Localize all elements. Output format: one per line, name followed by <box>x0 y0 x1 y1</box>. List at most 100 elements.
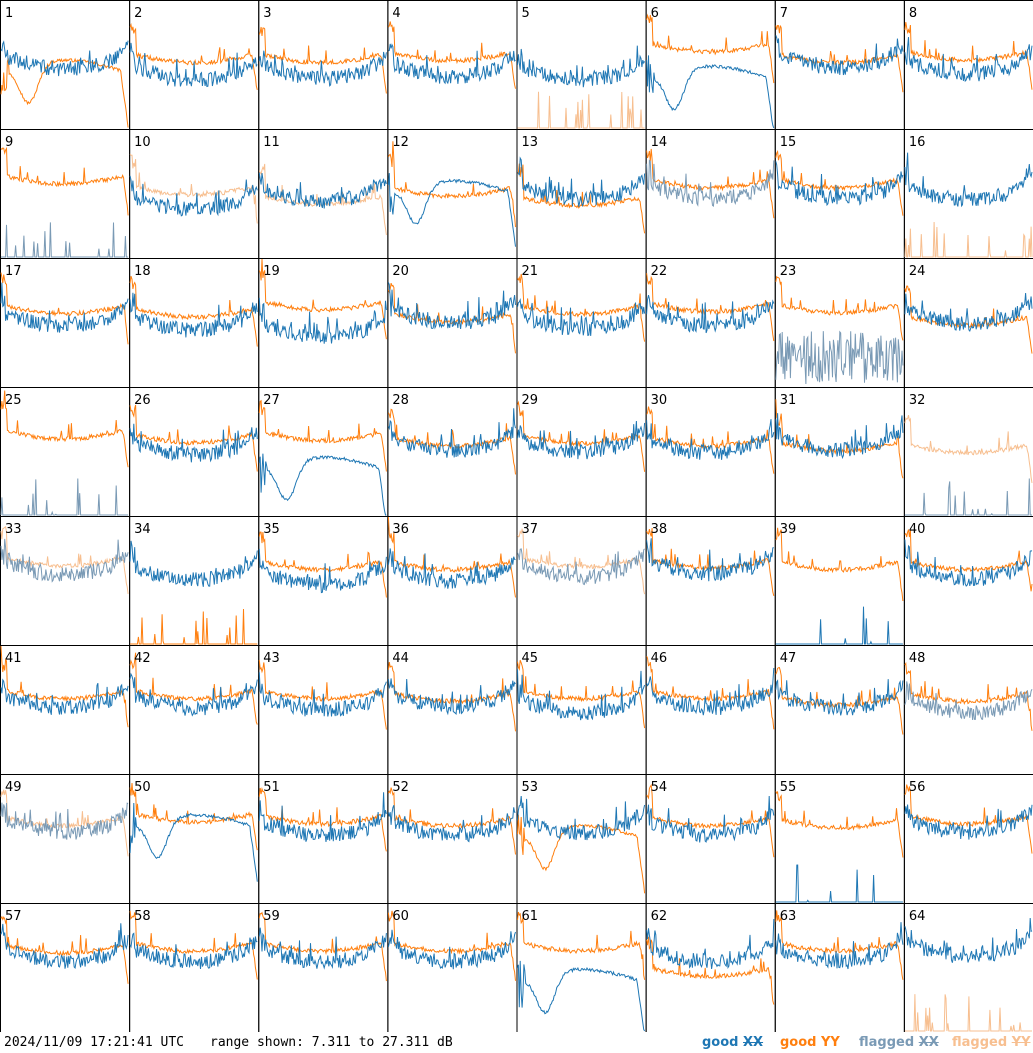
panel-label: 32 <box>909 393 926 408</box>
series-xx-good <box>0 923 129 969</box>
legend-pol: XX <box>918 1035 939 1050</box>
panel-40: 40 <box>903 516 1033 646</box>
panel-24: 24 <box>903 258 1033 388</box>
panel-36: 36 <box>387 516 518 646</box>
series-yy-good <box>646 783 775 858</box>
series-xx-good <box>258 672 387 717</box>
series-xx-good <box>517 45 646 88</box>
series-xx-good <box>258 548 387 594</box>
series-xx-good <box>775 922 904 970</box>
panel-47: 47 <box>774 645 905 775</box>
series-xx-good <box>387 805 516 843</box>
panel-35: 35 <box>258 516 389 646</box>
panel-label: 43 <box>263 651 280 666</box>
series-yy-good <box>646 273 775 342</box>
legend-prefix: good <box>780 1035 817 1050</box>
panel-25: 25 <box>0 387 131 517</box>
panel-31: 31 <box>774 387 905 517</box>
series-yy-good <box>129 404 258 472</box>
panel-label: 25 <box>5 393 22 408</box>
series-yy-good <box>646 655 775 730</box>
panel-label: 36 <box>392 522 409 537</box>
panel-label: 42 <box>134 651 151 666</box>
series-xx-good <box>517 297 646 337</box>
panel-label: 9 <box>5 135 13 150</box>
panel-53: 53 <box>516 774 647 904</box>
panel-label: 8 <box>909 6 917 21</box>
panel-label: 2 <box>134 6 142 21</box>
panel-42: 42 <box>129 645 260 775</box>
series-yy-good <box>775 790 904 858</box>
series-xx-good <box>0 40 129 77</box>
panel-label: 23 <box>780 264 797 279</box>
series-xx-good <box>258 927 387 970</box>
series-yy-good <box>129 652 258 725</box>
series-xx-good <box>129 540 258 587</box>
panel-12: 12 <box>387 129 518 259</box>
panel-52: 52 <box>387 774 518 904</box>
panel-label: 22 <box>651 264 668 279</box>
panel-border <box>516 0 647 130</box>
series-xx-good <box>129 292 258 338</box>
series-xx-good <box>904 917 1033 963</box>
panel-57: 57 <box>0 903 131 1032</box>
range-to: to <box>358 1035 375 1050</box>
panel-34: 34 <box>129 516 260 646</box>
panel-label: 44 <box>392 651 409 666</box>
series-yy-good <box>129 782 258 851</box>
series-yy-good <box>258 787 387 852</box>
series-yy-flagged <box>904 414 1033 483</box>
timestamp: 2024/11/09 17:21:41 UTC <box>4 1035 185 1050</box>
series-yy-good <box>0 57 129 128</box>
panel-28: 28 <box>387 387 518 517</box>
series-yy-good <box>775 150 904 216</box>
series-xx-good <box>129 802 258 882</box>
panel-label: 6 <box>651 6 659 21</box>
series-yy-good <box>517 911 646 980</box>
series-xx-good <box>387 282 516 330</box>
series-xx-good <box>387 548 516 589</box>
panel-1: 1 <box>0 0 131 130</box>
series-yy-good <box>387 21 516 89</box>
panel-45: 45 <box>516 645 647 775</box>
panel-60: 60 <box>387 903 518 1032</box>
panel-label: 53 <box>522 780 539 795</box>
panel-32: 32 <box>903 387 1033 517</box>
panel-label: 64 <box>909 909 926 924</box>
series-xx-good <box>775 413 904 460</box>
panel-43: 43 <box>258 645 389 775</box>
series-xx-good <box>129 42 258 88</box>
panel-3: 3 <box>258 0 389 130</box>
series-xx-flagged <box>775 330 904 385</box>
series-xx-good <box>904 152 1033 208</box>
legend-good-xx: good XX <box>702 1035 763 1050</box>
panel-44: 44 <box>387 645 518 775</box>
series-xx-good <box>388 43 516 85</box>
panel-30: 30 <box>645 387 776 517</box>
panel-label: 47 <box>780 651 797 666</box>
series-yy-good <box>129 910 258 980</box>
series-yy-good <box>387 141 516 228</box>
series-xx-flagged <box>0 802 129 840</box>
series-xx-good <box>258 172 387 209</box>
series-yy-flagged <box>517 91 645 129</box>
legend-prefix: good <box>702 1035 739 1050</box>
series-xx-good <box>775 161 904 207</box>
panel-14: 14 <box>645 129 776 259</box>
legend-prefix: flagged <box>859 1035 915 1050</box>
series-xx-good <box>517 796 646 841</box>
panel-50: 50 <box>129 774 260 904</box>
series-xx-good <box>775 35 904 76</box>
panel-64: 64 <box>903 903 1033 1032</box>
series-xx-good <box>775 679 904 716</box>
series-xx-flagged <box>0 538 129 583</box>
panel-59: 59 <box>258 903 389 1032</box>
panel-border <box>258 0 389 130</box>
series-yy-good <box>775 910 904 980</box>
series-xx-good <box>129 175 258 217</box>
panel-label: 13 <box>522 135 539 150</box>
series-xx-good <box>258 792 387 842</box>
panel-label: 48 <box>909 651 926 666</box>
panel-19: 19 <box>258 258 389 388</box>
series-yy-good <box>517 273 646 342</box>
